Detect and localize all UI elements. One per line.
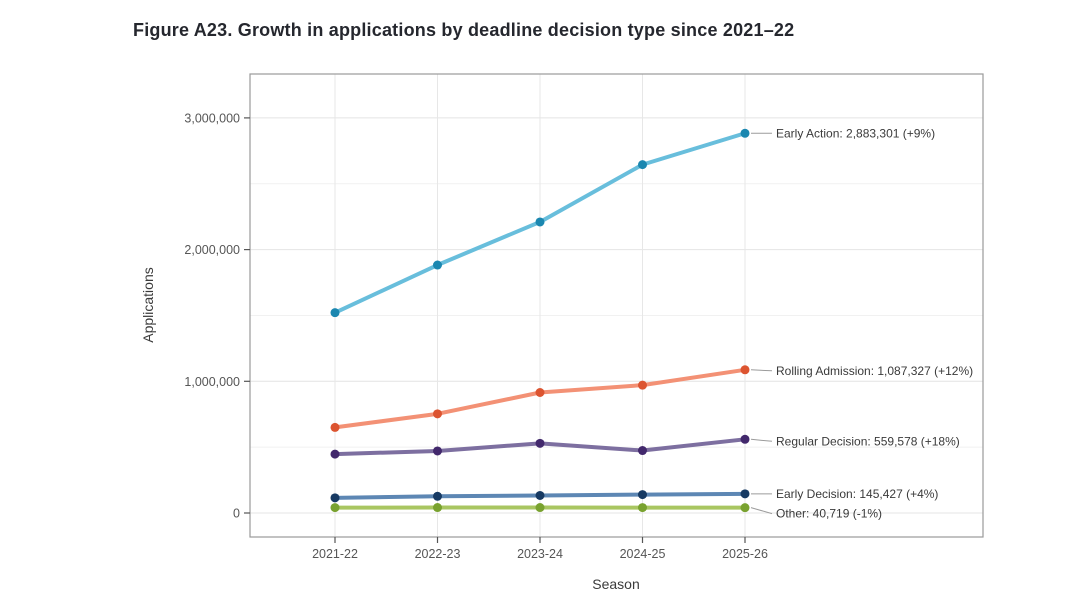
series-marker-early-decision <box>433 491 442 501</box>
series-label-other: Other: 40,719 (-1%) <box>776 507 882 521</box>
series-marker-rolling-admission <box>638 380 647 390</box>
series-label-regular-decision: Regular Decision: 559,578 (+18%) <box>776 434 960 448</box>
x-tick-label: 2025-26 <box>722 547 768 561</box>
series-marker-early-action <box>433 260 442 270</box>
series-label-rolling-admission: Rolling Admission: 1,087,327 (+12%) <box>776 364 973 378</box>
series-marker-rolling-admission <box>535 387 545 397</box>
series-marker-regular-decision <box>740 434 750 444</box>
series-marker-other <box>638 503 647 513</box>
series-marker-early-decision <box>638 490 647 500</box>
series-marker-regular-decision <box>330 449 340 459</box>
series-marker-rolling-admission <box>740 365 750 375</box>
series-marker-other <box>330 503 340 513</box>
series-marker-early-action <box>638 160 647 170</box>
series-marker-early-action <box>330 308 340 318</box>
series-marker-other <box>433 503 442 513</box>
series-marker-early-decision <box>330 493 340 503</box>
series-marker-other <box>535 503 545 513</box>
x-tick-label: 2021-22 <box>312 547 358 561</box>
series-marker-rolling-admission <box>330 422 340 432</box>
leader-line-rolling-admission <box>750 369 773 372</box>
series-marker-regular-decision <box>433 446 442 456</box>
plot-panel <box>250 74 983 537</box>
series-marker-other <box>740 503 750 513</box>
series-label-early-decision: Early Decision: 145,427 (+4%) <box>776 487 938 501</box>
leader-line-regular-decision <box>750 438 773 442</box>
series-marker-regular-decision <box>535 438 545 448</box>
y-tick-label: 0 <box>233 507 240 521</box>
figure-title: Figure A23. Growth in applications by de… <box>133 20 795 40</box>
panel-border <box>249 73 984 538</box>
y-tick-label: 1,000,000 <box>184 375 240 389</box>
series-marker-regular-decision <box>638 446 647 456</box>
series-label-early-action: Early Action: 2,883,301 (+9%) <box>776 126 935 140</box>
series-marker-early-decision <box>740 489 750 499</box>
leader-line-other <box>750 507 773 515</box>
x-tick-label: 2022-23 <box>415 547 461 561</box>
series-marker-early-action <box>535 217 545 227</box>
series-marker-rolling-admission <box>433 409 442 419</box>
series-marker-early-decision <box>535 490 545 500</box>
series-marker-early-action <box>740 128 750 138</box>
y-tick-label: 2,000,000 <box>184 243 240 257</box>
x-axis-title: Season <box>592 576 640 592</box>
x-tick-label: 2024-25 <box>620 547 666 561</box>
x-tick-label: 2023-24 <box>517 547 563 561</box>
y-tick-label: 3,000,000 <box>184 111 240 125</box>
